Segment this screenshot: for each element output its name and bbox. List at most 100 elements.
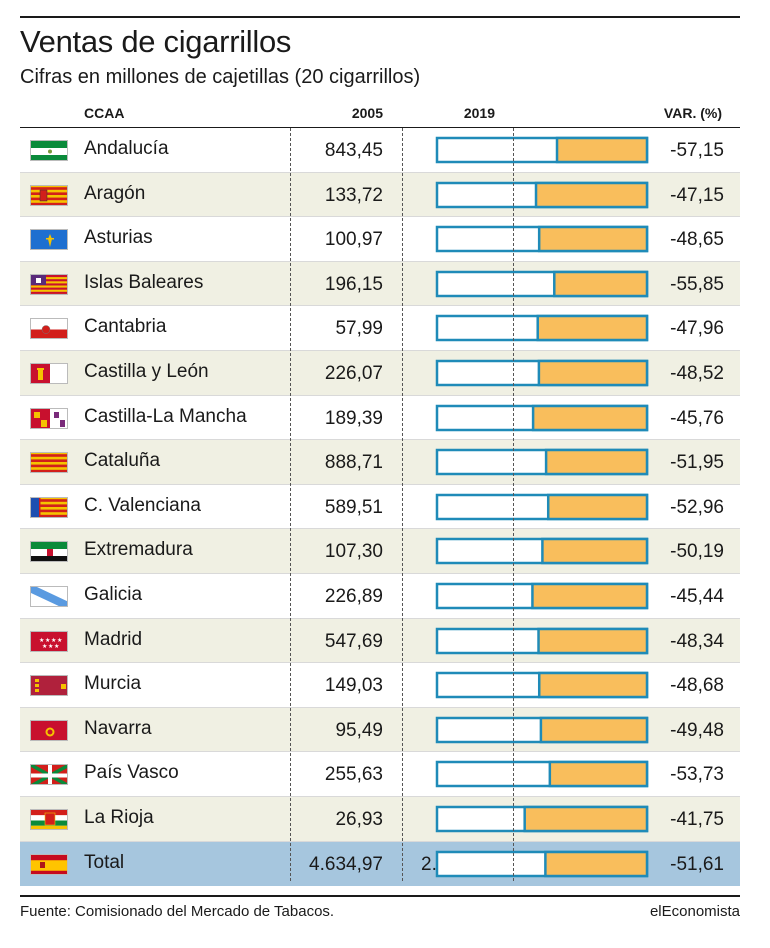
value-2005: 133,72	[324, 184, 383, 206]
variation-value: -47,96	[670, 318, 724, 340]
region-label: Andalucía	[84, 138, 169, 159]
region-label: Cataluña	[84, 450, 161, 472]
value-2005: 547,69	[324, 630, 383, 652]
castilla-la-mancha-flag	[30, 407, 68, 429]
value-2005: 57,99	[335, 318, 383, 340]
variation-value: -55,85	[670, 273, 724, 295]
variation-bar	[435, 627, 649, 654]
extremadura-flag	[30, 541, 68, 563]
column-divider	[513, 128, 514, 881]
bar-2019	[548, 761, 649, 788]
bar-2019	[523, 805, 649, 833]
top-rule	[20, 16, 740, 18]
variation-bar	[435, 538, 649, 565]
variation-value: -53,73	[670, 764, 724, 786]
variation-value: -41,75	[670, 808, 724, 830]
column-divider	[402, 128, 403, 881]
svg-text:★: ★	[54, 643, 59, 650]
la-rioja-flag	[30, 808, 68, 830]
value-2005: 107,30	[324, 541, 383, 563]
region-label: Extremadura	[84, 539, 193, 561]
svg-text:★: ★	[51, 637, 56, 644]
castilla-leon-flag	[30, 362, 68, 384]
cantabria-flag	[30, 318, 68, 340]
bar-2019	[531, 404, 649, 431]
chart-title: Ventas de cigarrillos	[20, 24, 292, 59]
spain-flag	[30, 853, 68, 875]
svg-text:★: ★	[39, 637, 44, 644]
header-2005: 2005	[351, 105, 383, 121]
variation-bar	[435, 225, 649, 253]
chart-subtitle: Cifras en millones de cajetillas (20 cig…	[20, 66, 421, 88]
svg-text:★: ★	[45, 637, 50, 644]
galicia-flag	[30, 585, 68, 607]
region-label: Navarra	[84, 717, 152, 739]
value-2005: 26,93	[335, 808, 383, 830]
value-2005: 226,89	[324, 585, 383, 607]
region-label: C. Valenciana	[84, 494, 201, 516]
variation-value: -57,15	[670, 140, 724, 161]
bar-2019	[531, 582, 649, 610]
variation-value: -51,95	[670, 452, 724, 474]
bar-2019	[539, 716, 649, 743]
variation-value: -45,44	[670, 585, 724, 607]
region-label: Castilla-La Mancha	[84, 405, 247, 427]
bottom-rule	[20, 895, 740, 897]
region-label: Galicia	[84, 583, 143, 605]
region-label: Total	[84, 851, 125, 873]
region-label: Madrid	[84, 628, 143, 650]
column-divider	[290, 128, 291, 881]
value-2005: 189,39	[324, 407, 383, 429]
variation-value: -49,48	[670, 719, 724, 741]
bar-2019	[544, 850, 649, 877]
value-2005: 149,03	[324, 675, 383, 697]
variation-bar	[435, 404, 649, 431]
navarra-flag	[30, 719, 68, 741]
region-label: Murcia	[84, 673, 142, 695]
asturias-flag	[30, 229, 68, 251]
murcia-flag	[30, 675, 68, 697]
source-note: Fuente: Comisionado del Mercado de Tabac…	[20, 903, 335, 920]
madrid-flag: ★ ★ ★ ★ ★ ★ ★	[30, 630, 68, 652]
variation-bar	[435, 805, 649, 833]
variation-bar	[435, 493, 649, 520]
bar-2019	[537, 627, 649, 654]
variation-bar	[435, 761, 649, 788]
region-label: Asturias	[84, 227, 153, 249]
aragon-flag	[30, 184, 68, 206]
variation-value: -51,61	[670, 853, 724, 875]
bar-2019	[553, 270, 649, 298]
bar-2019	[534, 181, 649, 208]
value-2005: 100,97	[324, 229, 383, 251]
variation-value: -48,52	[670, 362, 724, 384]
value-2005: 4.634,97	[309, 853, 383, 875]
header-rule	[20, 127, 740, 128]
variation-bar	[435, 716, 649, 743]
variation-bar	[435, 671, 649, 699]
bar-2019	[537, 359, 649, 387]
baleares-flag	[30, 273, 68, 295]
variation-bar	[435, 359, 649, 387]
brand-logo: elEconomista	[649, 903, 740, 920]
variation-bar	[435, 448, 649, 476]
bar-2019	[555, 136, 649, 164]
region-label: País Vasco	[84, 762, 179, 784]
svg-text:★: ★	[48, 643, 53, 650]
bar-2019	[541, 538, 649, 565]
valenciana-flag	[30, 496, 68, 518]
variation-value: -48,34	[670, 630, 724, 652]
variation-value: -50,19	[670, 541, 724, 563]
variation-bar	[435, 582, 649, 610]
value-2005: 226,07	[324, 362, 383, 384]
bar-2019	[537, 225, 649, 253]
